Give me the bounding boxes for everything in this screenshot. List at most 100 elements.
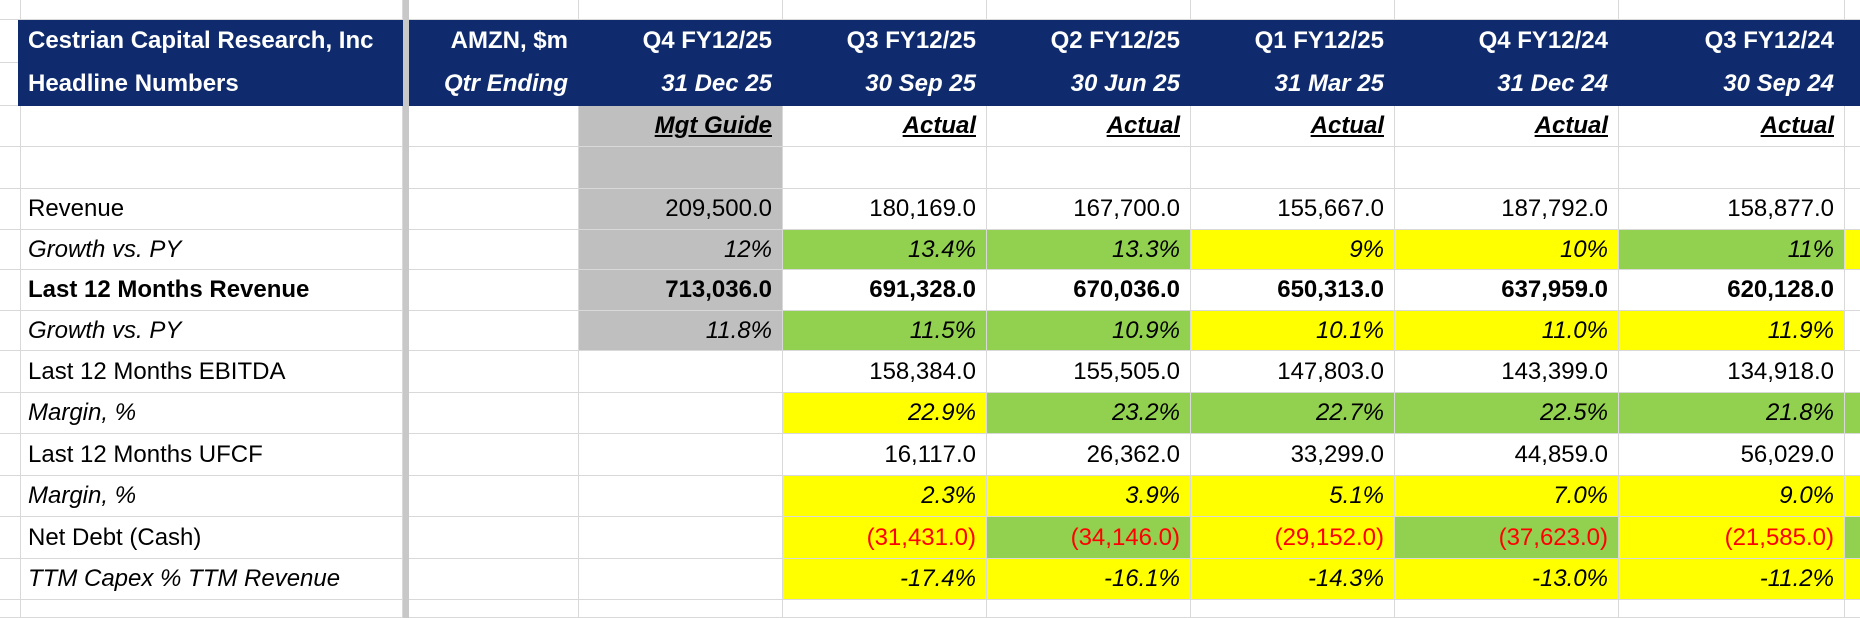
grid-cell bbox=[1395, 147, 1619, 189]
value-cell: 2.3% bbox=[783, 476, 987, 517]
row-label: Growth vs. PY bbox=[18, 230, 403, 270]
grid-cell bbox=[1845, 476, 1860, 517]
grid-cell bbox=[1845, 147, 1860, 189]
value-cell: 11.9% bbox=[1619, 311, 1845, 351]
grid-cell bbox=[579, 147, 783, 189]
grid-cell bbox=[18, 0, 403, 20]
header-cell: 31 Dec 25 bbox=[579, 63, 783, 106]
grid-cell bbox=[409, 393, 579, 434]
grid-cell bbox=[1845, 351, 1860, 393]
value-cell: (37,623.0) bbox=[1395, 517, 1619, 559]
grid-cell bbox=[1845, 559, 1860, 600]
grid-cell bbox=[0, 230, 21, 270]
basis-cell: Actual bbox=[1619, 106, 1845, 147]
grid-cell bbox=[783, 147, 987, 189]
header-cell: Q2 FY12/25 bbox=[987, 20, 1191, 63]
grid-cell bbox=[1619, 600, 1845, 618]
grid-cell bbox=[18, 106, 403, 147]
grid-cell bbox=[1191, 600, 1395, 618]
value-cell: 187,792.0 bbox=[1395, 189, 1619, 230]
grid-cell bbox=[579, 0, 783, 20]
grid-cell bbox=[0, 559, 21, 600]
header-cell: Qtr Ending bbox=[409, 63, 579, 106]
value-cell: 11.0% bbox=[1395, 311, 1619, 351]
value-cell: 21.8% bbox=[1619, 393, 1845, 434]
grid-cell bbox=[1845, 517, 1860, 559]
value-cell: 22.5% bbox=[1395, 393, 1619, 434]
grid-cell bbox=[1845, 434, 1860, 476]
grid-cell bbox=[1619, 0, 1845, 20]
value-cell: 158,877.0 bbox=[1619, 189, 1845, 230]
grid-cell bbox=[1845, 0, 1860, 20]
value-cell: 10.1% bbox=[1191, 311, 1395, 351]
value-cell: 11% bbox=[1619, 230, 1845, 270]
grid-cell bbox=[409, 434, 579, 476]
value-cell: (31,431.0) bbox=[783, 517, 987, 559]
header-cell: Q3 FY12/24 bbox=[1619, 20, 1845, 63]
header-cell: AMZN, $m bbox=[409, 20, 579, 63]
grid-cell bbox=[1845, 270, 1860, 311]
value-cell: 11.8% bbox=[579, 311, 783, 351]
row-label: TTM Capex % TTM Revenue bbox=[18, 559, 403, 600]
value-cell bbox=[579, 434, 783, 476]
header-cell: 30 Sep 25 bbox=[783, 63, 987, 106]
grid-cell bbox=[409, 311, 579, 351]
header-cell: Headline Numbers bbox=[18, 63, 403, 106]
header-cell: Q3 FY12/25 bbox=[783, 20, 987, 63]
grid-cell bbox=[409, 476, 579, 517]
grid-cell bbox=[1395, 0, 1619, 20]
value-cell: 691,328.0 bbox=[783, 270, 987, 311]
value-cell: 650,313.0 bbox=[1191, 270, 1395, 311]
grid-cell bbox=[409, 230, 579, 270]
grid-cell bbox=[0, 147, 21, 189]
grid-cell bbox=[409, 0, 579, 20]
value-cell: -14.3% bbox=[1191, 559, 1395, 600]
grid-cell bbox=[18, 600, 403, 618]
row-label: Revenue bbox=[18, 189, 403, 230]
value-cell: 713,036.0 bbox=[579, 270, 783, 311]
grid-cell bbox=[1845, 230, 1860, 270]
grid-cell bbox=[0, 0, 21, 20]
basis-cell: Actual bbox=[1395, 106, 1619, 147]
header-cell: 31 Mar 25 bbox=[1191, 63, 1395, 106]
value-cell: -13.0% bbox=[1395, 559, 1619, 600]
row-label: Growth vs. PY bbox=[18, 311, 403, 351]
value-cell: 22.9% bbox=[783, 393, 987, 434]
header-cell bbox=[1845, 63, 1860, 106]
grid-cell bbox=[0, 476, 21, 517]
value-cell: 44,859.0 bbox=[1395, 434, 1619, 476]
value-cell: 13.3% bbox=[987, 230, 1191, 270]
grid-cell bbox=[1845, 600, 1860, 618]
value-cell: 7.0% bbox=[1395, 476, 1619, 517]
value-cell: (21,585.0) bbox=[1619, 517, 1845, 559]
basis-cell: Actual bbox=[783, 106, 987, 147]
grid-cell bbox=[783, 0, 987, 20]
grid-cell bbox=[0, 517, 21, 559]
row-label: Margin, % bbox=[18, 476, 403, 517]
value-cell bbox=[579, 393, 783, 434]
basis-cell: Actual bbox=[987, 106, 1191, 147]
header-cell: Q1 FY12/25 bbox=[1191, 20, 1395, 63]
grid-cell bbox=[409, 351, 579, 393]
header-cell bbox=[1845, 20, 1860, 63]
row-label: Last 12 Months EBITDA bbox=[18, 351, 403, 393]
value-cell: 167,700.0 bbox=[987, 189, 1191, 230]
grid-cell bbox=[409, 106, 579, 147]
value-cell: 12% bbox=[579, 230, 783, 270]
grid-cell bbox=[409, 189, 579, 230]
value-cell: 209,500.0 bbox=[579, 189, 783, 230]
value-cell bbox=[579, 351, 783, 393]
grid-cell bbox=[1845, 189, 1860, 230]
row-label: Net Debt (Cash) bbox=[18, 517, 403, 559]
header-cell: Cestrian Capital Research, Inc bbox=[18, 20, 403, 63]
value-cell: 5.1% bbox=[1191, 476, 1395, 517]
basis-cell: Actual bbox=[1191, 106, 1395, 147]
grid-cell bbox=[0, 189, 21, 230]
grid-cell bbox=[409, 559, 579, 600]
value-cell: 26,362.0 bbox=[987, 434, 1191, 476]
grid-cell bbox=[1191, 147, 1395, 189]
value-cell: 3.9% bbox=[987, 476, 1191, 517]
value-cell bbox=[579, 517, 783, 559]
value-cell: 56,029.0 bbox=[1619, 434, 1845, 476]
